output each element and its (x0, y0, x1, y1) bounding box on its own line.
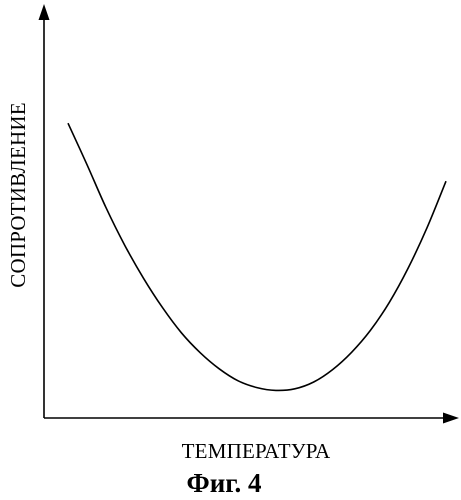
figure-caption: Фиг. 4 (187, 468, 262, 498)
x-axis-arrowhead (443, 412, 459, 424)
x-axis-label: ТЕМПЕРАТУРА (182, 439, 331, 463)
y-axis-arrowhead (38, 4, 50, 20)
resistance-temperature-curve (67, 122, 447, 392)
y-axis-label: СОПРОТИВЛЕНИЕ (6, 102, 30, 287)
